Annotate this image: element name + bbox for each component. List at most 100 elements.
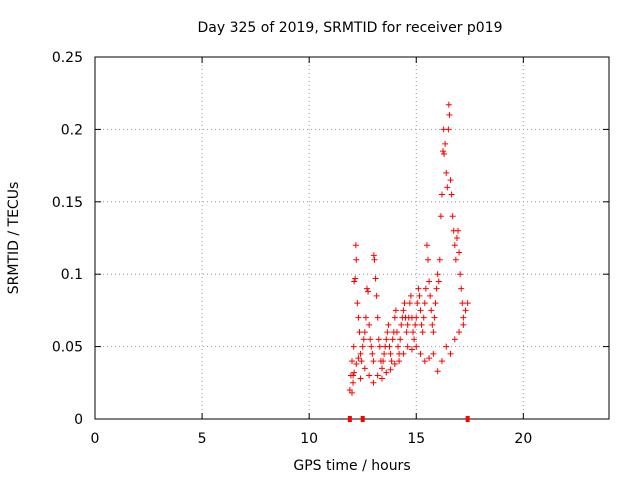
data-point: [418, 321, 425, 328]
data-point: [421, 358, 428, 365]
data-point: [452, 256, 459, 263]
data-point: [397, 336, 404, 343]
data-point: [426, 355, 433, 362]
data-point: [459, 300, 466, 307]
data-point: [441, 151, 448, 158]
data-point: [417, 307, 424, 314]
data-point: [370, 358, 377, 365]
gap-markers: [347, 416, 470, 422]
data-point: [423, 242, 430, 249]
data-point: [369, 350, 376, 357]
data-point: [432, 300, 439, 307]
data-point: [456, 249, 463, 256]
data-point: [371, 256, 378, 263]
data-point: [444, 184, 451, 191]
x-tick-labels: 0 5 10 15 20: [91, 431, 533, 447]
data-point: [430, 350, 437, 357]
data-point: [361, 365, 368, 372]
data-point: [366, 372, 373, 379]
data-point: [351, 369, 358, 376]
data-point: [357, 350, 364, 357]
data-point: [350, 379, 357, 386]
x-axis-label: GPS time / hours: [293, 458, 410, 474]
data-point: [412, 321, 419, 328]
data-point: [425, 256, 432, 263]
data-point: [387, 350, 394, 357]
data-point: [457, 271, 464, 278]
data-point: [422, 285, 429, 292]
y-axis-label: SRMTID / TECUs: [6, 182, 22, 295]
y-tick-labels: 0 0.05 0.1 0.15 0.2 0.25: [52, 50, 83, 428]
data-point: [431, 314, 438, 321]
data-point: [360, 336, 367, 343]
data-point: [440, 148, 447, 155]
data-point: [366, 321, 373, 328]
data-point: [427, 292, 434, 299]
data-point: [438, 191, 445, 198]
data-point: [367, 336, 374, 343]
data-point: [376, 343, 383, 350]
data-point: [406, 300, 413, 307]
data-point: [400, 307, 407, 314]
data-point: [447, 177, 454, 184]
y-tick-label: 0.05: [52, 340, 83, 356]
gap-marker: [347, 416, 352, 422]
data-point: [387, 366, 394, 373]
data-point: [426, 278, 433, 285]
data-point: [385, 321, 392, 328]
data-point: [443, 343, 450, 350]
data-point: [372, 275, 379, 282]
data-point: [350, 343, 357, 350]
data-point: [458, 285, 465, 292]
data-point: [419, 329, 426, 336]
data-point: [436, 256, 443, 263]
data-point: [407, 292, 414, 299]
data-point: [349, 358, 355, 365]
data-point: [446, 111, 453, 118]
data-point: [392, 307, 399, 314]
data-points: [346, 101, 471, 396]
data-point: [414, 300, 421, 307]
data-point: [415, 285, 422, 292]
data-point: [411, 336, 418, 343]
data-point: [434, 368, 441, 375]
data-point: [416, 292, 423, 299]
data-point: [355, 314, 362, 321]
x-tick-label: 15: [407, 431, 425, 447]
data-point: [398, 321, 405, 328]
data-point: [370, 252, 377, 259]
data-point: [430, 329, 437, 336]
gap-marker: [465, 416, 470, 422]
y-tick-label: 0: [74, 412, 83, 428]
data-point: [400, 350, 407, 357]
x-tick-label: 10: [300, 431, 318, 447]
data-point: [464, 300, 471, 307]
data-point: [353, 360, 360, 367]
data-point: [404, 321, 411, 328]
data-point: [350, 372, 357, 379]
data-point: [429, 321, 436, 328]
data-point: [373, 292, 380, 299]
data-point: [410, 329, 417, 336]
gap-marker: [360, 416, 365, 422]
data-point: [453, 235, 460, 241]
data-point: [354, 300, 361, 307]
data-point: [438, 358, 445, 365]
data-point: [381, 350, 388, 357]
data-point: [435, 278, 442, 285]
data-point: [404, 343, 411, 350]
data-point: [428, 307, 435, 314]
data-point: [448, 191, 455, 198]
data-point: [460, 321, 467, 328]
data-point: [417, 350, 424, 357]
data-point: [421, 300, 428, 307]
y-tick-label: 0.1: [61, 267, 83, 283]
data-point: [434, 271, 441, 278]
data-point: [380, 358, 387, 365]
data-point: [393, 329, 400, 336]
data-point: [462, 307, 469, 314]
data-point: [378, 365, 385, 372]
data-point: [365, 288, 372, 295]
data-point: [352, 242, 359, 249]
